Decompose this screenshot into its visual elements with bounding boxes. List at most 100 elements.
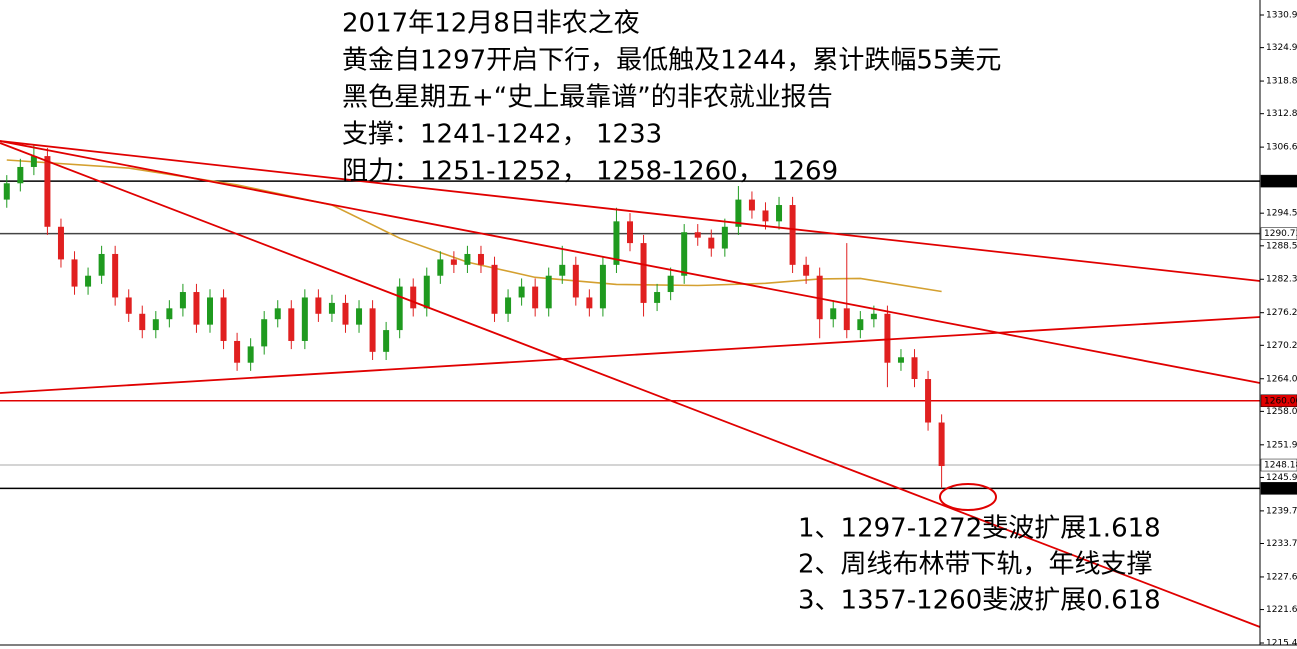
y-tick-label: 1324.95 bbox=[1266, 43, 1297, 53]
candle-body bbox=[532, 286, 539, 309]
candle-body bbox=[261, 319, 268, 347]
annotations: 2017年12月8日非农之夜黄金自1297开启下行，最低触及1244，累计跌幅5… bbox=[342, 9, 1161, 616]
candle-body bbox=[735, 199, 742, 227]
y-tick-label: 1312.80 bbox=[1266, 109, 1297, 119]
candle-body bbox=[328, 302, 335, 314]
candle-body bbox=[843, 308, 850, 331]
y-tick-label: 1215.45 bbox=[1266, 639, 1297, 649]
candle-body bbox=[112, 253, 119, 298]
annotation: 黄金自1297开启下行，最低触及1244，累计跌幅55美元 bbox=[342, 46, 1001, 76]
candle-body bbox=[654, 292, 661, 303]
trend-line bbox=[0, 140, 1260, 384]
candle-body bbox=[505, 297, 512, 314]
level-label: 1243.89 bbox=[1264, 484, 1297, 494]
level-label-box bbox=[1260, 482, 1297, 495]
level-label-box bbox=[1260, 458, 1297, 472]
candle-body bbox=[17, 166, 24, 184]
level-label: 1248.18 bbox=[1264, 461, 1297, 471]
candle-body bbox=[410, 286, 417, 309]
level-label: 1290.73 bbox=[1264, 229, 1297, 239]
candle-body bbox=[342, 302, 349, 325]
y-tick-label: 1270.20 bbox=[1266, 341, 1297, 351]
candle-body bbox=[423, 275, 430, 309]
candle-body bbox=[98, 253, 105, 276]
y-tick-label: 1239.75 bbox=[1266, 506, 1297, 516]
candle-body bbox=[85, 275, 92, 287]
candle-body bbox=[721, 226, 728, 249]
highlight-circle bbox=[939, 483, 997, 511]
candle-body bbox=[762, 210, 769, 222]
level-label-box bbox=[1260, 174, 1297, 188]
candle-body bbox=[152, 319, 159, 331]
candle-body bbox=[220, 297, 227, 341]
candle-body bbox=[816, 275, 823, 320]
y-tick-label: 1276.20 bbox=[1266, 308, 1297, 318]
candle-body bbox=[599, 264, 606, 309]
note: 2、周线布林带下轨，年线支撑 bbox=[798, 550, 1153, 580]
annotation: 阻力：1251-1252， 1258-1260， 1269 bbox=[342, 157, 838, 187]
candle-body bbox=[3, 183, 10, 200]
candle-body bbox=[44, 156, 51, 227]
candle-body bbox=[477, 253, 484, 265]
candle-body bbox=[627, 221, 633, 244]
level-label: 1300.40 bbox=[1264, 177, 1297, 187]
candle-body bbox=[179, 292, 186, 309]
annotation: 支撑：1241-1242， 1233 bbox=[342, 120, 662, 150]
candle-body bbox=[450, 259, 457, 265]
candle-body bbox=[708, 237, 715, 249]
candle-body bbox=[640, 243, 647, 303]
trend-line bbox=[0, 316, 1260, 394]
y-tick-label: 1227.60 bbox=[1266, 572, 1297, 582]
candle-body bbox=[193, 292, 200, 325]
plot-area bbox=[0, 140, 1260, 628]
y-tick-label: 1318.80 bbox=[1266, 77, 1297, 87]
candle-body bbox=[396, 286, 403, 331]
candle-body bbox=[870, 313, 877, 320]
candle-body bbox=[57, 226, 64, 260]
trend-line bbox=[0, 140, 1260, 282]
candle-body bbox=[437, 259, 444, 276]
candle-body bbox=[681, 232, 688, 276]
candle-body bbox=[925, 379, 932, 423]
level-label-box bbox=[1260, 227, 1297, 240]
y-tick-label: 1264.05 bbox=[1266, 374, 1297, 384]
candle-body bbox=[207, 297, 213, 325]
candle-body bbox=[166, 308, 173, 320]
y-tick-label: 1330.95 bbox=[1266, 11, 1297, 21]
candle-body bbox=[369, 308, 376, 352]
trend-line bbox=[0, 142, 1260, 628]
annotation: 黑色星期五+“史上最靠谱”的非农就业报告 bbox=[342, 83, 833, 113]
y-tick-label: 1221.60 bbox=[1266, 605, 1297, 615]
candle-body bbox=[125, 297, 132, 314]
candle-body bbox=[572, 264, 579, 298]
candle-body bbox=[315, 297, 322, 314]
candle-body bbox=[911, 357, 918, 380]
note: 3、1357-1260斐波扩展0.618 bbox=[798, 586, 1161, 616]
y-tick-label: 1294.50 bbox=[1266, 209, 1297, 219]
y-tick-label: 1251.90 bbox=[1266, 440, 1297, 450]
annotation: 2017年12月8日非农之夜 bbox=[342, 9, 640, 39]
candle-body bbox=[694, 232, 701, 238]
candle-body bbox=[234, 340, 241, 363]
candle-body bbox=[383, 330, 390, 352]
candle-body bbox=[803, 264, 810, 276]
candle-body bbox=[613, 221, 620, 265]
candle-body bbox=[247, 346, 254, 363]
y-tick-label: 1245.90 bbox=[1266, 473, 1297, 483]
candle-body bbox=[274, 308, 281, 320]
y-tick-label: 1258.05 bbox=[1266, 407, 1297, 417]
candle-body bbox=[491, 264, 498, 314]
candle-body bbox=[857, 319, 864, 331]
candle-body bbox=[30, 156, 37, 167]
candle-body bbox=[586, 297, 593, 309]
candle-body bbox=[559, 264, 566, 276]
candle-body bbox=[356, 308, 363, 325]
candle-body bbox=[288, 308, 295, 341]
candle-body bbox=[897, 357, 904, 363]
level-label-box bbox=[1260, 394, 1297, 408]
candle-body bbox=[71, 259, 78, 287]
candle-body bbox=[776, 205, 783, 222]
candle-body bbox=[545, 275, 552, 309]
candle-body bbox=[748, 199, 755, 211]
